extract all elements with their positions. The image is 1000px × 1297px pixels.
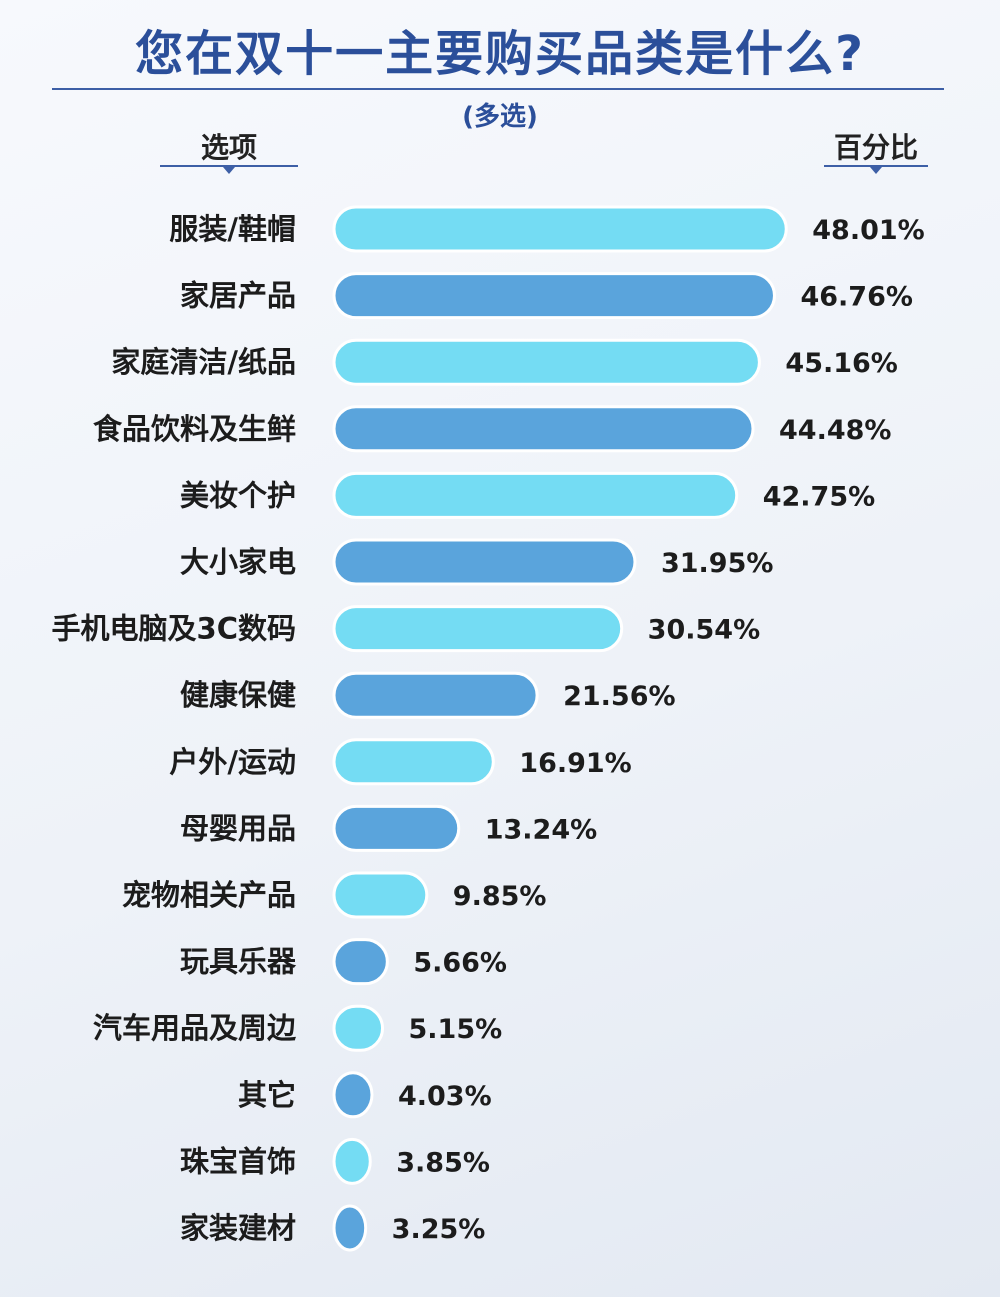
percent-column-header: 百分比	[833, 131, 918, 164]
value-label: 5.15%	[409, 1014, 503, 1045]
value-label: 48.01%	[812, 215, 924, 246]
category-label: 玩具乐器	[180, 945, 297, 979]
category-label: 户外/运动	[169, 745, 296, 779]
category-label: 其它	[238, 1078, 296, 1112]
category-label: 汽车用品及周边	[93, 1011, 297, 1045]
bar-row: 宠物相关产品 9.85%	[122, 871, 547, 919]
bar	[332, 338, 761, 386]
value-label: 5.66%	[413, 948, 507, 979]
value-label: 4.03%	[398, 1081, 492, 1112]
options-header-underline	[160, 165, 298, 167]
value-label: 31.95%	[661, 548, 773, 579]
category-label: 母婴用品	[180, 811, 296, 845]
bar-row: 食品饮料及生鲜 44.48%	[93, 405, 891, 453]
value-label: 21.56%	[563, 681, 675, 712]
category-label: 家庭清洁/纸品	[111, 345, 296, 379]
value-label: 16.91%	[519, 748, 631, 779]
category-label: 美妆个护	[180, 478, 296, 512]
bar-row: 服装/鞋帽 48.01%	[169, 205, 925, 253]
bar	[332, 871, 429, 919]
bar-row: 健康保健 21.56%	[180, 671, 676, 719]
bar	[332, 605, 624, 653]
bar	[332, 1137, 372, 1185]
value-label: 45.16%	[785, 348, 897, 379]
bar	[332, 205, 788, 253]
chart-title: 您在双十一主要购买品类是什么?	[135, 26, 865, 82]
bar-row: 户外/运动 16.91%	[169, 738, 632, 786]
bar	[332, 938, 389, 986]
title-divider	[52, 88, 944, 90]
value-label: 13.24%	[485, 814, 597, 845]
bar	[332, 471, 739, 519]
bar	[332, 1004, 385, 1052]
percent-header-pointer-icon	[870, 167, 882, 174]
chart-subtitle: (多选)	[462, 102, 538, 132]
bar	[332, 1071, 374, 1119]
value-label: 9.85%	[453, 881, 547, 912]
bar	[332, 671, 539, 719]
options-header-pointer-icon	[223, 167, 235, 174]
category-label: 家居产品	[180, 279, 296, 313]
category-label: 大小家电	[180, 545, 296, 579]
value-label: 46.76%	[800, 282, 912, 313]
value-label: 30.54%	[648, 615, 760, 646]
value-label: 42.75%	[763, 481, 875, 512]
category-label: 健康保健	[180, 678, 296, 712]
bar-row: 家庭清洁/纸品 45.16%	[111, 338, 898, 386]
bar	[332, 272, 776, 320]
category-label: 手机电脑及3C数码	[52, 612, 296, 646]
bar-row: 玩具乐器 5.66%	[180, 938, 507, 986]
category-label: 宠物相关产品	[122, 878, 296, 912]
bar-row: 手机电脑及3C数码 30.54%	[52, 605, 760, 653]
bar	[332, 1204, 368, 1252]
category-label: 食品饮料及生鲜	[93, 412, 296, 446]
value-label: 3.25%	[392, 1214, 486, 1245]
bar-row: 汽车用品及周边 5.15%	[93, 1004, 503, 1052]
bar-row: 珠宝首饰 3.85%	[180, 1137, 490, 1185]
category-label: 家装建材	[180, 1211, 296, 1245]
value-label: 3.85%	[396, 1147, 490, 1178]
category-label: 服装/鞋帽	[169, 212, 296, 246]
bar-row: 家装建材 3.25%	[180, 1204, 486, 1252]
bar-row: 母婴用品 13.24%	[180, 804, 597, 852]
bar-row: 家居产品 46.76%	[180, 272, 913, 320]
bar	[332, 738, 495, 786]
category-label: 珠宝首饰	[180, 1144, 296, 1178]
bar-row: 美妆个护 42.75%	[180, 471, 875, 519]
bar-row: 其它 4.03%	[238, 1071, 492, 1119]
options-column-header: 选项	[200, 131, 257, 164]
value-label: 44.48%	[779, 415, 891, 446]
percent-header-underline	[824, 165, 928, 167]
bar	[332, 538, 637, 586]
bar	[332, 405, 755, 453]
bar-row: 大小家电 31.95%	[180, 538, 773, 586]
bar	[332, 804, 461, 852]
